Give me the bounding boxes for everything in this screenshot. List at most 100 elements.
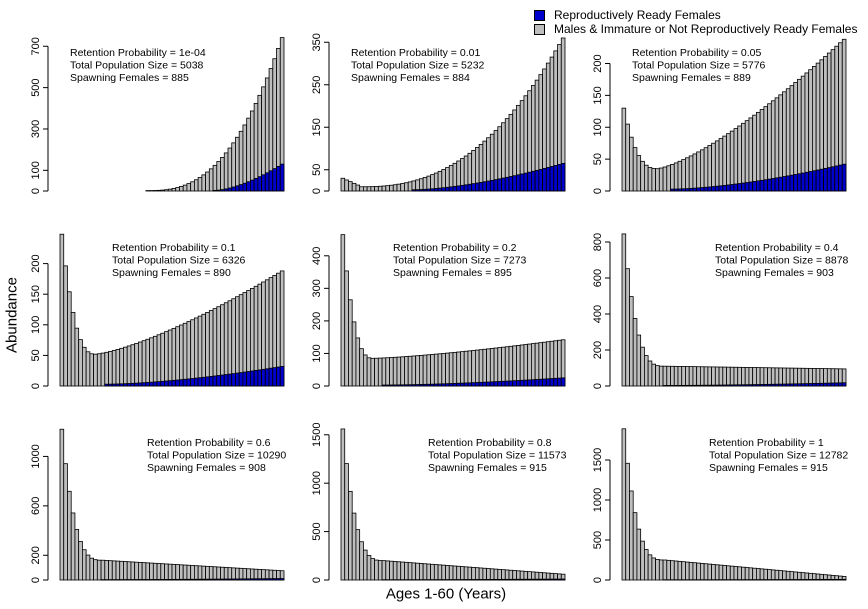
bar-other-age-22 <box>137 341 143 387</box>
bar-other-age-46 <box>789 367 795 387</box>
chart-panel-3: 0 50 100 150 200 Retention Probability = 0.05… <box>592 38 847 194</box>
bar-other-age-24 <box>145 562 150 581</box>
bar-female-age-55 <box>261 578 266 581</box>
bar-female-age-44 <box>501 177 506 192</box>
bar-other-age-46 <box>227 147 233 192</box>
bar-female-age-39 <box>763 383 768 387</box>
bar-other-age-37 <box>193 565 199 581</box>
bar-female-age-26 <box>152 579 158 581</box>
bar-other-age-24 <box>426 354 431 387</box>
bar-female-age-44 <box>501 578 506 581</box>
bar-female-age-32 <box>737 384 742 387</box>
bar-female-age-58 <box>834 165 839 192</box>
bar-other-age-7 <box>362 354 368 387</box>
bar-female-age-58 <box>553 377 558 387</box>
bar-other-age-7 <box>362 549 368 581</box>
bar-female-age-22 <box>418 384 424 387</box>
bar-other-age-48 <box>516 345 521 387</box>
bar-female-age-54 <box>538 169 543 192</box>
bar-other-age-38 <box>759 367 765 387</box>
bar-other-age-33 <box>741 366 746 387</box>
bar-female-age-45 <box>504 176 510 192</box>
bar-other-age-21 <box>415 562 420 581</box>
bar-other-age-35 <box>748 367 754 387</box>
bar-other-age-36 <box>471 350 476 387</box>
bar-female-age-57 <box>268 170 274 192</box>
bar-female-age-41 <box>770 383 776 387</box>
bar-female-age-31 <box>733 183 739 192</box>
bar-other-age-51 <box>808 572 813 581</box>
bar-other-age-8 <box>647 554 653 581</box>
y-tick-label: 1500 <box>311 423 323 447</box>
bar-other-age-15 <box>392 184 398 192</box>
bar-female-age-16 <box>677 188 683 192</box>
bar-female-age-37 <box>756 180 761 192</box>
bar-female-age-57 <box>549 378 555 387</box>
bar-other-age-25 <box>711 142 716 192</box>
bar-other-age-18 <box>123 346 128 387</box>
bar-other-age-41 <box>208 310 214 387</box>
bar-female-age-49 <box>519 578 525 581</box>
bar-other-age-4 <box>632 512 638 581</box>
bar-other-age-16 <box>677 160 683 192</box>
bar-other-age-23 <box>141 562 147 581</box>
bar-other-age-47 <box>231 298 236 387</box>
bar-other-age-28 <box>722 366 727 387</box>
bar-other-age-45 <box>785 367 791 387</box>
annotation-line-3: Spawning Females = 889 <box>632 72 751 84</box>
bar-other-age-13 <box>104 560 109 581</box>
bar-other-age-23 <box>422 354 428 387</box>
y-tick-label: 1000 <box>30 444 42 468</box>
bar-female-age-18 <box>123 383 128 387</box>
bar-other-age-10 <box>374 357 379 387</box>
bar-other-age-37 <box>756 367 761 387</box>
bar-other-age-27 <box>156 189 162 192</box>
bar-female-age-46 <box>227 373 233 387</box>
bar-other-age-3 <box>629 296 634 387</box>
bar-female-age-17 <box>681 384 686 387</box>
bar-other-age-38 <box>759 568 765 581</box>
bar-female-age-56 <box>545 167 551 192</box>
bar-female-age-42 <box>493 381 499 387</box>
bar-female-age-33 <box>460 382 465 387</box>
bar-other-age-32 <box>737 366 742 387</box>
bar-female-age-55 <box>542 578 547 581</box>
bar-other-age-10 <box>655 168 660 192</box>
bar-other-age-37 <box>193 179 199 192</box>
bar-other-age-44 <box>220 304 225 387</box>
bar-female-age-47 <box>231 186 236 192</box>
bar-other-age-38 <box>197 177 203 192</box>
bar-female-age-39 <box>482 579 487 581</box>
bar-other-age-8 <box>85 554 91 581</box>
bar-female-age-37 <box>474 382 480 387</box>
annotation-line-1: Retention Probability = 0.2 <box>393 242 517 254</box>
bar-female-age-24 <box>707 186 712 192</box>
bar-other-age-17 <box>400 183 405 192</box>
bar-female-age-46 <box>508 380 514 387</box>
bar-other-age-19 <box>407 181 413 192</box>
bar-other-age-33 <box>741 566 746 581</box>
bar-female-age-40 <box>486 180 491 192</box>
bar-other-age-11 <box>658 559 664 581</box>
bar-other-age-33 <box>179 564 184 581</box>
bar-other-age-17 <box>681 561 686 581</box>
bar-other-age-25 <box>711 564 716 581</box>
bar-other-age-6 <box>78 541 83 581</box>
bar-female-age-14 <box>670 188 675 192</box>
bar-female-age-34 <box>744 384 750 387</box>
bar-other-age-53 <box>253 102 259 192</box>
bar-other-age-28 <box>441 353 446 387</box>
bar-other-age-15 <box>392 561 398 581</box>
chart-panel-5: 0 100 200 300 400 Retention Probability = 0.2… <box>311 234 566 389</box>
bar-female-age-13 <box>666 385 671 387</box>
bar-other-age-27 <box>156 563 162 581</box>
bar-female-age-55 <box>261 368 266 387</box>
bar-female-age-52 <box>531 578 536 581</box>
bar-female-age-22 <box>418 189 424 192</box>
bar-female-age-36 <box>190 378 195 387</box>
bar-female-age-16 <box>396 384 402 387</box>
bar-female-age-53 <box>815 169 821 192</box>
bar-female-age-48 <box>235 372 240 387</box>
bar-other-age-41 <box>489 568 495 581</box>
bar-other-age-8 <box>647 167 653 192</box>
